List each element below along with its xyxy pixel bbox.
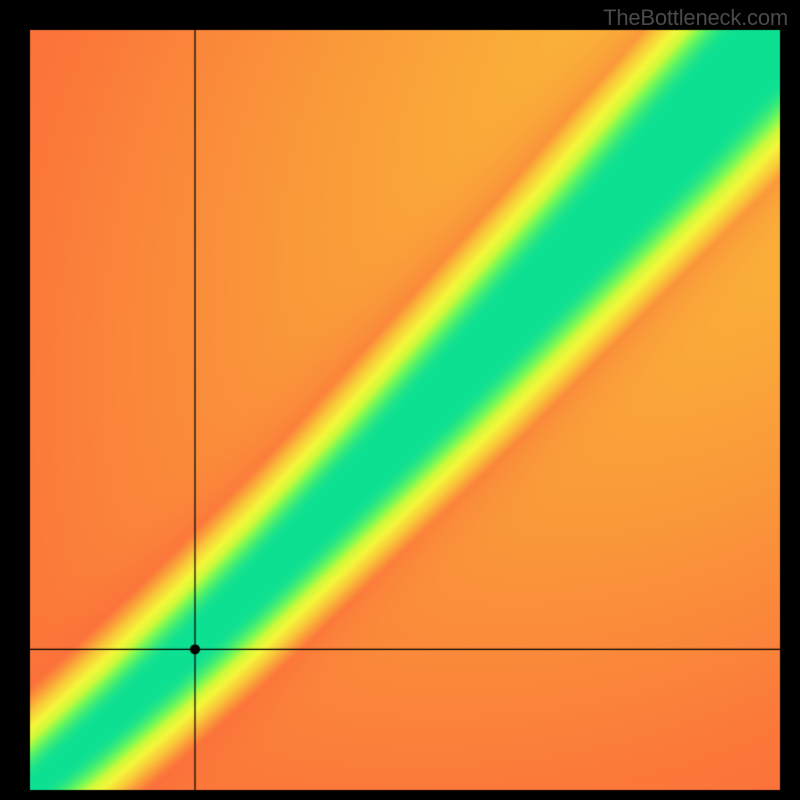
chart-container: TheBottleneck.com (0, 0, 800, 800)
watermark-text: TheBottleneck.com (603, 5, 788, 31)
bottleneck-heatmap (0, 0, 800, 800)
